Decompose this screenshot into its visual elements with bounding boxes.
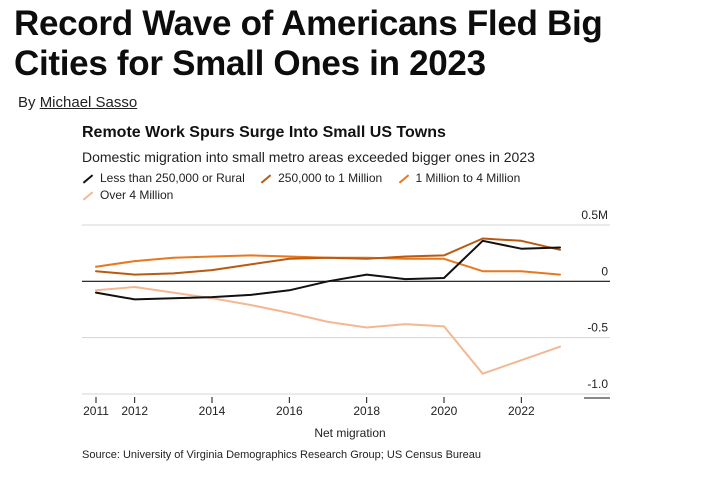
x-axis-label: Net migration [314,426,385,440]
y-tick-label: 0.5M [581,208,608,222]
x-tick-label: 2012 [121,404,148,418]
chart-legend: Less than 250,000 or Rural 250,000 to 1 … [82,170,602,204]
x-tick-label: 2018 [353,404,380,418]
legend-item: Less than 250,000 or Rural [82,170,245,187]
legend-item: 1 Million to 4 Million [398,170,521,187]
chart-title: Remote Work Spurs Surge Into Small US To… [82,124,446,141]
author-link[interactable]: Michael Sasso [39,94,138,111]
legend-item: 250,000 to 1 Million [260,170,382,187]
byline-prefix: By [18,94,36,111]
legend-label: Less than 250,000 or Rural [100,171,245,185]
y-tick-label: -0.5 [587,321,608,335]
legend-label: 1 Million to 4 Million [415,171,521,185]
source-note: Source: University of Virginia Demograph… [82,449,482,461]
x-tick-label: 2014 [199,404,226,418]
y-tick-label: 0 [601,264,608,278]
legend-label: 250,000 to 1 Million [278,171,383,185]
series-line [95,286,561,375]
headline: Record Wave of Americans Fled Big Cities… [14,4,603,83]
x-tick-label: 2016 [276,404,303,418]
y-tick-label: -1.0 [587,377,608,391]
legend-item: Over 4 Million [82,187,173,204]
legend-label: Over 4 Million [100,188,174,202]
chart-subtitle: Domestic migration into small metro area… [82,149,535,165]
byline: By Michael Sasso [18,94,137,111]
x-tick-label: 2011 [83,404,109,418]
x-tick-label: 2022 [508,404,535,418]
series-line [95,237,561,276]
series-line [95,239,561,301]
x-tick-label: 2020 [431,404,458,418]
